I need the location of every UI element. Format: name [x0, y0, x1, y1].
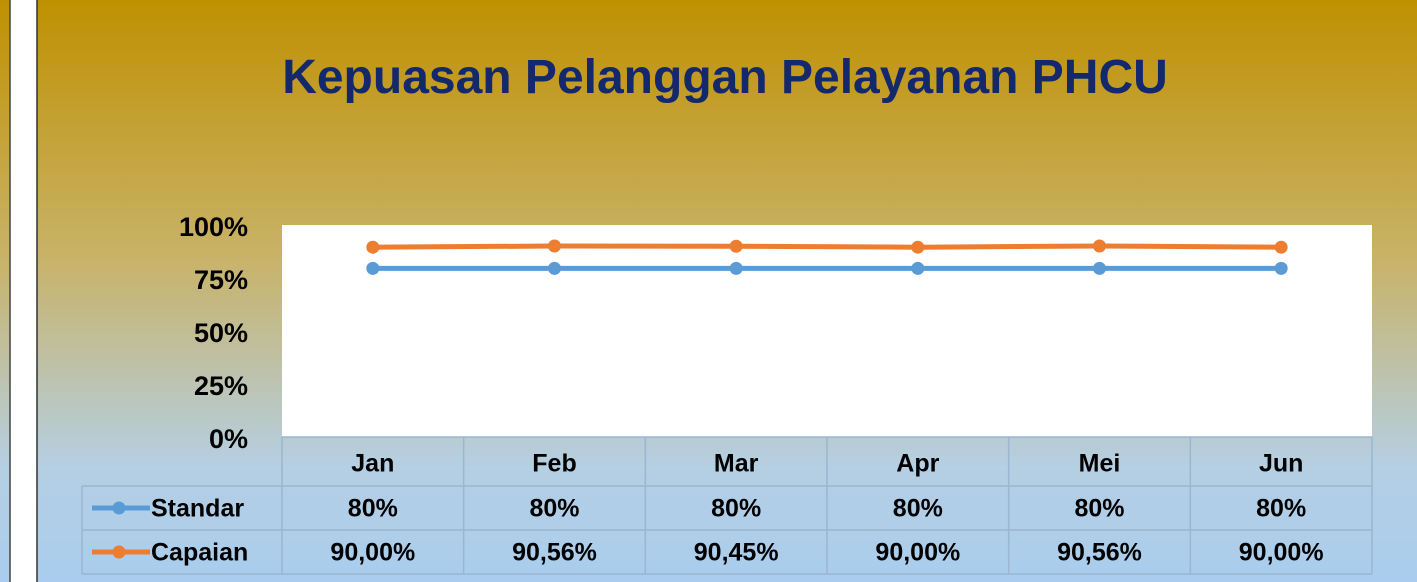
- legend-label: Capaian: [151, 539, 248, 567]
- table-value: 80%: [711, 495, 761, 523]
- point: [548, 239, 561, 253]
- table-value: 90,00%: [1239, 539, 1324, 567]
- y-tick-label: 0%: [209, 424, 248, 454]
- table-value: 80%: [529, 495, 579, 523]
- x-tick-label: Mei: [1079, 450, 1121, 478]
- y-tick-label: 50%: [194, 318, 248, 348]
- x-tick-label: Jun: [1259, 450, 1303, 478]
- point: [911, 240, 925, 254]
- point: [1093, 261, 1106, 275]
- point: [729, 261, 743, 275]
- point: [729, 239, 743, 253]
- x-tick-label: Jan: [351, 450, 394, 478]
- y-tick-label: 75%: [194, 265, 248, 295]
- plot-area: [282, 225, 1372, 437]
- point: [366, 261, 380, 275]
- table-value: 90,00%: [875, 539, 960, 567]
- point: [1274, 261, 1288, 275]
- table-value: 90,56%: [512, 539, 597, 567]
- table-value: 90,56%: [1057, 539, 1142, 567]
- point: [548, 261, 561, 275]
- table-value: 80%: [893, 495, 943, 523]
- table-value: 80%: [348, 495, 398, 523]
- table-value: 90,45%: [694, 539, 779, 567]
- y-tick-label: 25%: [194, 371, 248, 401]
- table-value: 80%: [1074, 495, 1124, 523]
- side-panel: [0, 0, 11, 582]
- legend-marker: [112, 545, 126, 559]
- table-value: 80%: [1256, 495, 1306, 523]
- point: [1274, 240, 1288, 254]
- chart-title: Kepuasan Pelanggan Pelayanan PHCU: [282, 51, 1168, 104]
- x-tick-label: Feb: [532, 450, 576, 478]
- y-tick-label: 100%: [179, 212, 248, 242]
- x-tick-label: Mar: [714, 450, 759, 478]
- table-value: 90,00%: [330, 539, 415, 567]
- point: [366, 240, 380, 254]
- point: [1093, 239, 1106, 253]
- point: [911, 261, 925, 275]
- x-tick-label: Apr: [896, 450, 939, 478]
- series-line: [372, 243, 1282, 250]
- legend-marker: [112, 501, 126, 515]
- legend-label: Standar: [151, 495, 244, 523]
